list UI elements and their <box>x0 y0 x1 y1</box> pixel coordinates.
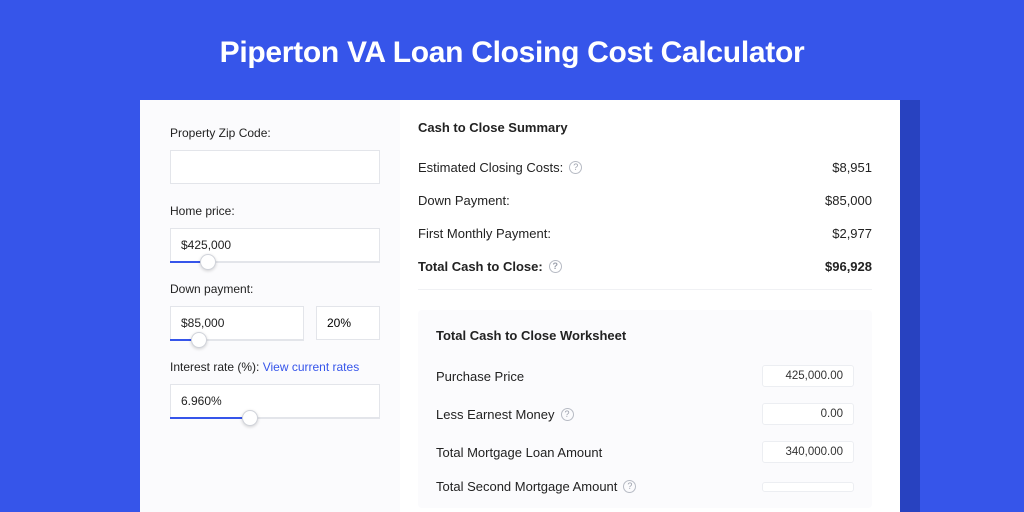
worksheet-row: Total Mortgage Loan Amount 340,000.00 <box>436 433 854 471</box>
help-icon[interactable]: ? <box>623 480 636 493</box>
down-payment-amount-input[interactable] <box>170 306 304 340</box>
help-icon[interactable]: ? <box>549 260 562 273</box>
worksheet-row-label: Less Earnest Money <box>436 407 555 422</box>
worksheet-row-label: Purchase Price <box>436 369 524 384</box>
summary-row-value: $8,951 <box>832 160 872 175</box>
down-payment-label: Down payment: <box>170 282 380 296</box>
results-panel: Cash to Close Summary Estimated Closing … <box>400 100 900 512</box>
interest-rate-slider-fill <box>170 417 250 419</box>
summary-row: First Monthly Payment: $2,977 <box>418 217 872 250</box>
home-price-slider-wrap <box>170 228 380 262</box>
summary-title: Cash to Close Summary <box>418 120 872 135</box>
interest-rate-slider-thumb[interactable] <box>242 410 258 426</box>
down-payment-slider-wrap <box>170 306 304 340</box>
summary-total-row: Total Cash to Close: ? $96,928 <box>418 250 872 283</box>
home-price-label: Home price: <box>170 204 380 218</box>
interest-rate-label: Interest rate (%): View current rates <box>170 360 380 374</box>
zip-input[interactable] <box>170 150 380 184</box>
summary-row-value: $85,000 <box>825 193 872 208</box>
inputs-panel: Property Zip Code: Home price: Down paym… <box>140 100 400 512</box>
field-zip: Property Zip Code: <box>170 126 380 184</box>
view-rates-link[interactable]: View current rates <box>263 360 360 374</box>
worksheet-row-value: 340,000.00 <box>762 441 854 463</box>
summary-row: Estimated Closing Costs: ? $8,951 <box>418 151 872 184</box>
worksheet-row: Purchase Price 425,000.00 <box>436 357 854 395</box>
down-payment-pct-input[interactable] <box>316 306 380 340</box>
worksheet-row: Total Second Mortgage Amount ? <box>436 471 854 502</box>
field-home-price: Home price: <box>170 204 380 262</box>
worksheet-title: Total Cash to Close Worksheet <box>436 328 854 343</box>
page-title: Piperton VA Loan Closing Cost Calculator <box>0 0 1024 70</box>
summary-row-value: $2,977 <box>832 226 872 241</box>
worksheet-row-value <box>762 482 854 492</box>
help-icon[interactable]: ? <box>569 161 582 174</box>
interest-rate-input[interactable] <box>170 384 380 418</box>
summary-row-label: First Monthly Payment: <box>418 226 551 241</box>
down-payment-slider-thumb[interactable] <box>191 332 207 348</box>
interest-rate-slider-wrap <box>170 384 380 418</box>
worksheet-row-label: Total Second Mortgage Amount <box>436 479 617 494</box>
worksheet-row: Less Earnest Money ? 0.00 <box>436 395 854 433</box>
calculator-card: Property Zip Code: Home price: Down paym… <box>140 100 900 512</box>
interest-rate-label-text: Interest rate (%): <box>170 360 263 374</box>
field-down-payment: Down payment: <box>170 282 380 340</box>
worksheet-row-value: 425,000.00 <box>762 365 854 387</box>
home-price-slider-thumb[interactable] <box>200 254 216 270</box>
worksheet-section: Total Cash to Close Worksheet Purchase P… <box>418 310 872 508</box>
summary-total-label: Total Cash to Close: <box>418 259 543 274</box>
summary-section: Cash to Close Summary Estimated Closing … <box>418 120 872 290</box>
field-interest-rate: Interest rate (%): View current rates <box>170 360 380 418</box>
worksheet-row-value: 0.00 <box>762 403 854 425</box>
summary-total-value: $96,928 <box>825 259 872 274</box>
worksheet-row-label: Total Mortgage Loan Amount <box>436 445 602 460</box>
summary-row-label: Estimated Closing Costs: <box>418 160 563 175</box>
help-icon[interactable]: ? <box>561 408 574 421</box>
summary-row: Down Payment: $85,000 <box>418 184 872 217</box>
zip-label: Property Zip Code: <box>170 126 380 140</box>
summary-row-label: Down Payment: <box>418 193 510 208</box>
